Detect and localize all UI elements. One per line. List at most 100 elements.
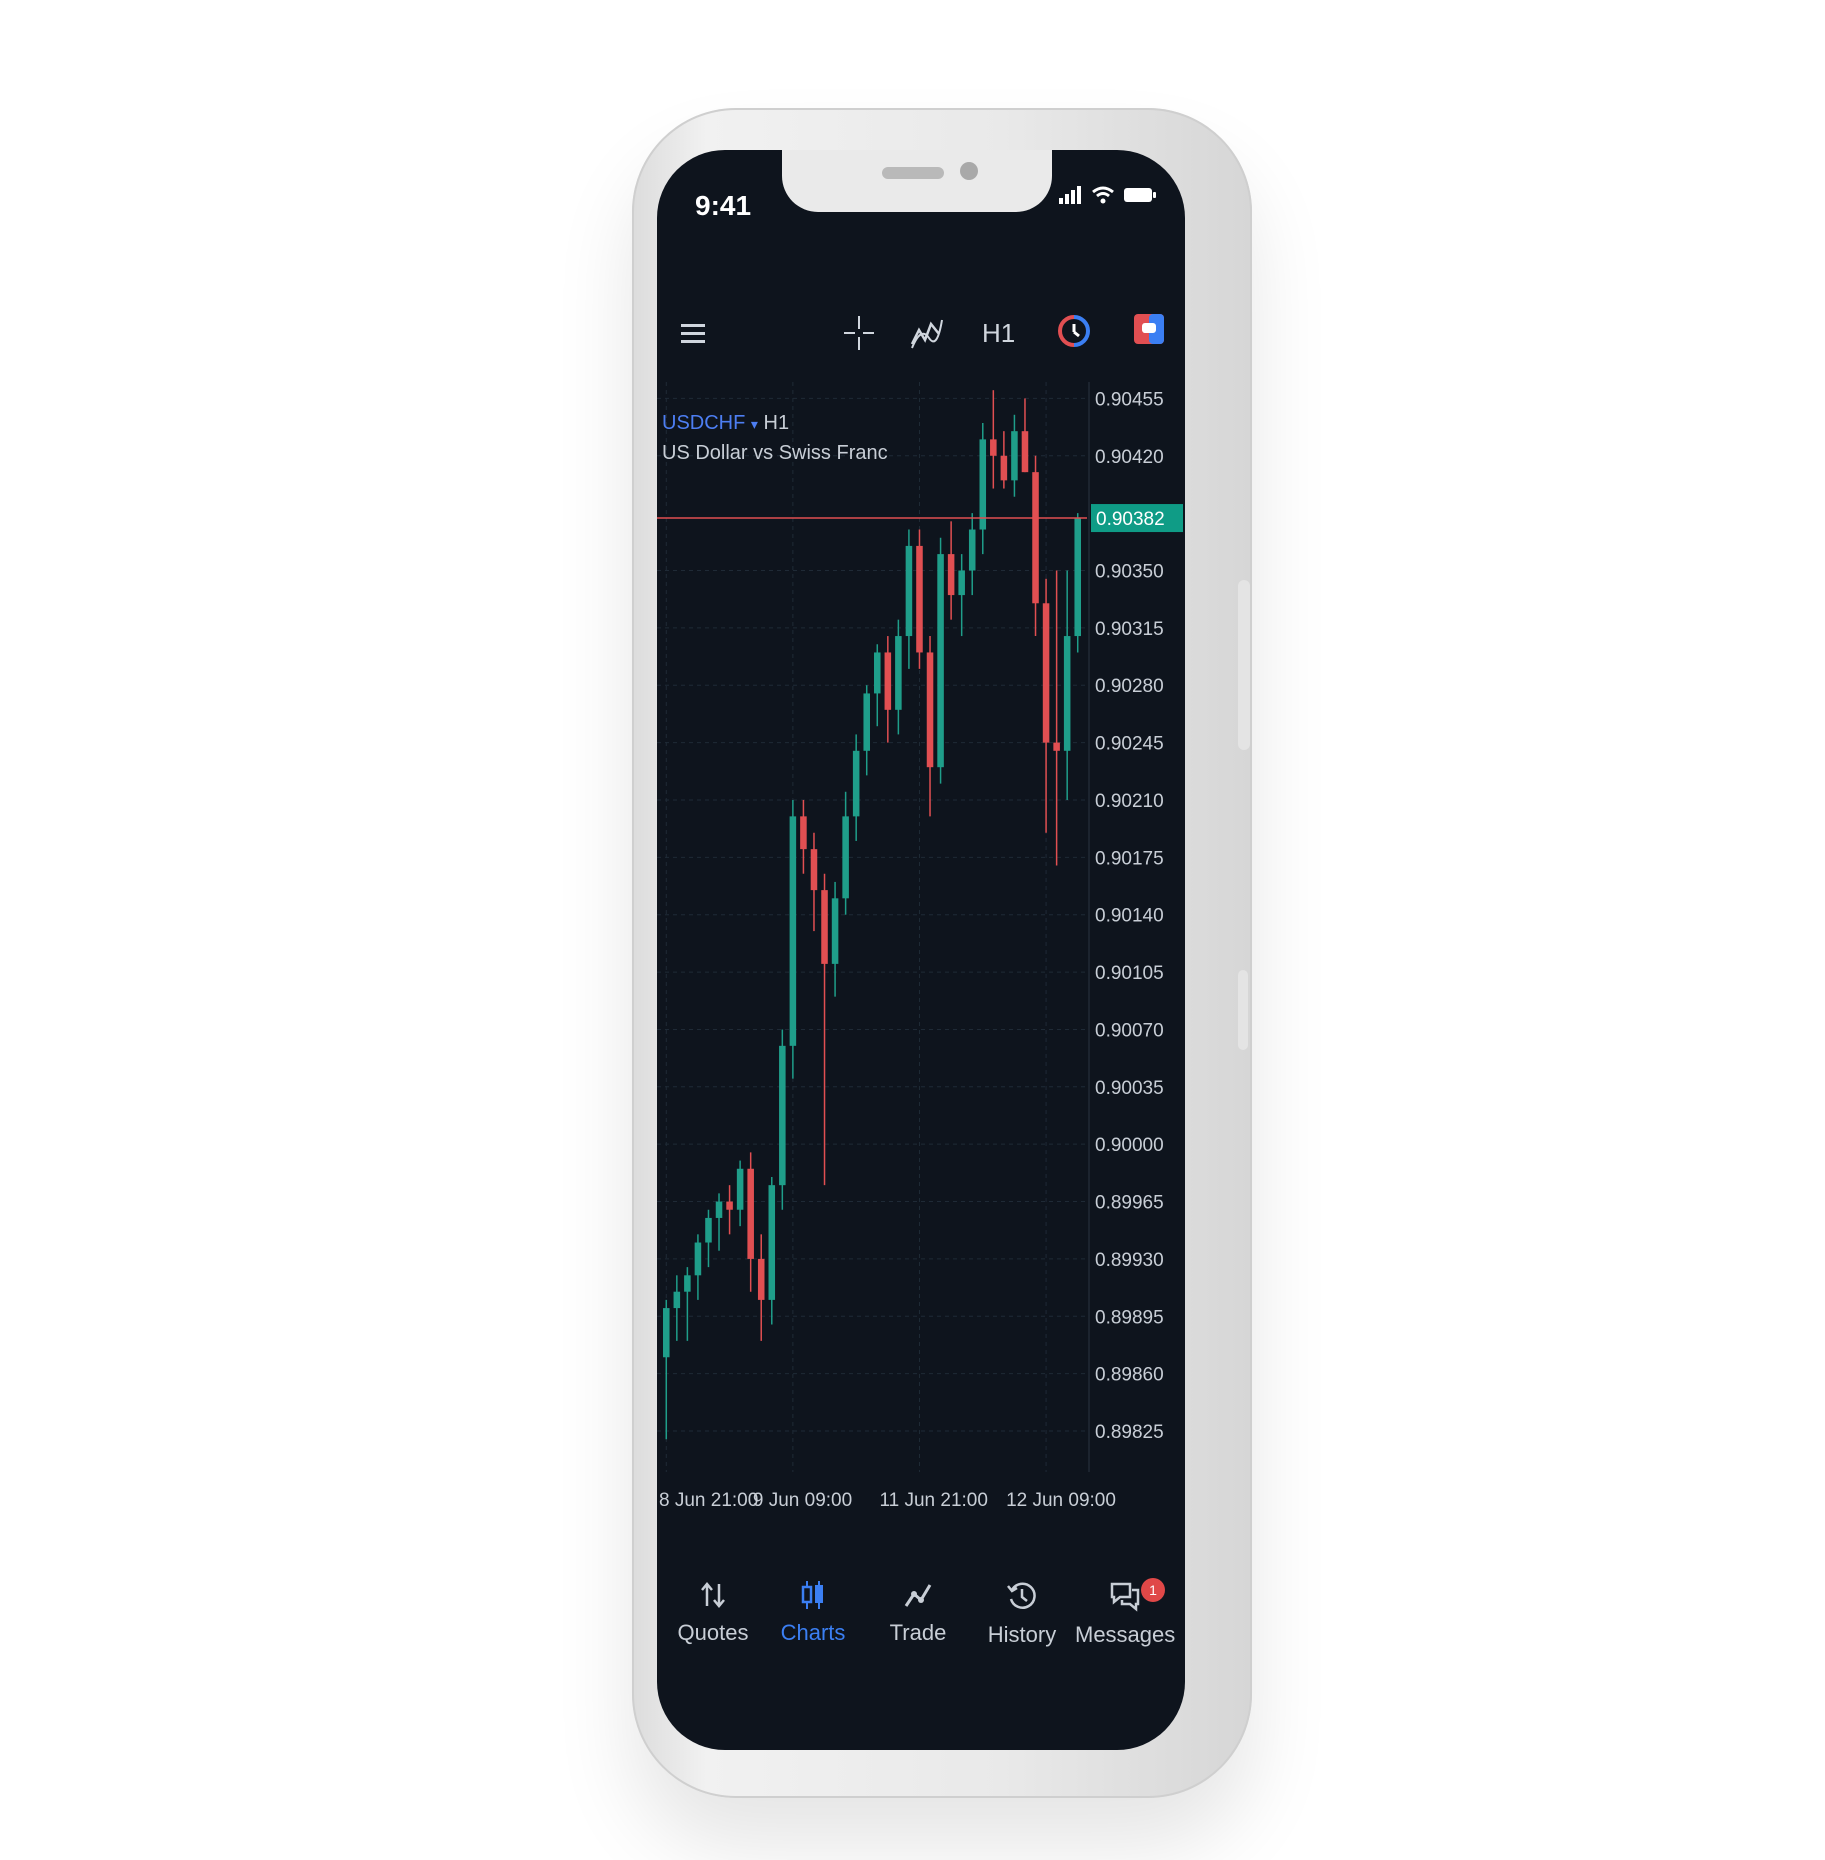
phone-side-button bbox=[1238, 580, 1250, 750]
chart-symbol[interactable]: USDCHF bbox=[662, 412, 746, 434]
candle-bullish[interactable] bbox=[1063, 636, 1071, 751]
candle-bearish[interactable] bbox=[1042, 603, 1050, 743]
candle-bullish[interactable] bbox=[779, 1045, 786, 1186]
candle-bearish[interactable] bbox=[1021, 431, 1029, 473]
y-tick-label: 0.90245 bbox=[1095, 734, 1164, 755]
trade-icon bbox=[904, 1584, 932, 1607]
candle-bullish[interactable] bbox=[789, 816, 797, 1046]
x-tick-label: 12 Jun 09:00 bbox=[1006, 1490, 1116, 1511]
y-tick-label: 0.90350 bbox=[1095, 561, 1164, 582]
phone-screen: 9:41 bbox=[657, 150, 1185, 1750]
y-tick-label: 0.90315 bbox=[1095, 619, 1164, 640]
y-tick-label: 0.90175 bbox=[1095, 848, 1164, 869]
front-camera bbox=[960, 162, 978, 180]
candle-bullish[interactable] bbox=[852, 750, 860, 817]
candle-bullish[interactable] bbox=[905, 545, 913, 637]
battery-icon bbox=[1124, 188, 1156, 202]
speaker bbox=[882, 167, 944, 179]
candle-bearish[interactable] bbox=[916, 545, 923, 653]
candle-bearish[interactable] bbox=[800, 816, 807, 850]
status-time: 9:41 bbox=[695, 190, 752, 221]
candle-bullish[interactable] bbox=[1074, 518, 1081, 637]
candle-bearish[interactable] bbox=[757, 1258, 765, 1300]
candlestick-chart[interactable]: 0.90455 0.90420 0.90350 0.90315 0.90280 0.902… bbox=[657, 382, 1185, 1542]
nav-quotes[interactable]: Quotes bbox=[663, 1580, 763, 1646]
current-price-label: 0.90382 bbox=[1096, 509, 1165, 530]
candle-bearish[interactable] bbox=[990, 439, 997, 456]
candle-bullish[interactable] bbox=[1011, 431, 1018, 481]
y-tick-label: 0.90070 bbox=[1095, 1020, 1164, 1041]
candle-bearish[interactable] bbox=[810, 849, 818, 891]
candle-bullish[interactable] bbox=[968, 529, 976, 571]
symbol-dropdown-icon[interactable]: ▾ bbox=[750, 416, 758, 432]
indicators-icon[interactable] bbox=[909, 316, 945, 350]
candle-bearish[interactable] bbox=[947, 554, 955, 596]
charts-icon bbox=[801, 1581, 823, 1609]
candle-bullish[interactable] bbox=[874, 652, 881, 694]
y-tick-label: 0.90035 bbox=[1095, 1078, 1164, 1099]
candle-bearish[interactable] bbox=[821, 890, 828, 964]
y-tick-label: 0.90000 bbox=[1095, 1135, 1164, 1156]
y-tick-label: 0.90420 bbox=[1095, 447, 1164, 468]
candle-bullish[interactable] bbox=[715, 1201, 723, 1218]
candle-bearish[interactable] bbox=[747, 1168, 754, 1259]
nav-messages-label: Messages bbox=[1075, 1622, 1176, 1647]
nav-charts[interactable]: Charts bbox=[763, 1580, 863, 1646]
messages-icon bbox=[1110, 1582, 1140, 1612]
candle-bearish[interactable] bbox=[1000, 455, 1008, 481]
one-click-trading-icon[interactable] bbox=[1057, 314, 1091, 348]
nav-quotes-label: Quotes bbox=[677, 1620, 749, 1645]
chart-toolbar: H1 bbox=[657, 300, 1185, 370]
timeframe-selector[interactable]: H1 bbox=[982, 318, 1016, 348]
candle-bullish[interactable] bbox=[842, 816, 849, 899]
messages-badge: 1 bbox=[1141, 1578, 1165, 1602]
nav-charts-label: Charts bbox=[780, 1620, 846, 1645]
y-tick-label: 0.89965 bbox=[1095, 1193, 1164, 1214]
nav-history[interactable]: History bbox=[972, 1580, 1072, 1648]
candle-bearish[interactable] bbox=[926, 652, 934, 768]
nav-messages[interactable]: Messages 1 bbox=[1075, 1578, 1176, 1648]
chart-timeframe-label: H1 bbox=[763, 412, 790, 434]
candle-bearish[interactable] bbox=[726, 1201, 733, 1210]
current-price-label-bg bbox=[1091, 504, 1183, 533]
candle-bearish[interactable] bbox=[1053, 742, 1060, 751]
chart-objects-icon[interactable] bbox=[1132, 312, 1166, 346]
chart-symbol-line: USDCHF ▾ H1 bbox=[662, 412, 789, 435]
candle-bullish[interactable] bbox=[663, 1308, 670, 1358]
signal-icon bbox=[1059, 186, 1081, 204]
quotes-icon bbox=[701, 1582, 725, 1608]
nav-trade[interactable]: Trade bbox=[868, 1580, 968, 1646]
y-tick-label: 0.90140 bbox=[1095, 906, 1164, 927]
candle-bearish[interactable] bbox=[884, 652, 892, 710]
history-icon bbox=[1007, 1582, 1036, 1609]
y-tick-label: 0.90105 bbox=[1095, 963, 1164, 984]
candle-bearish[interactable] bbox=[1032, 472, 1039, 604]
x-tick-label: 11 Jun 21:00 bbox=[879, 1490, 987, 1511]
y-tick-label: 0.90455 bbox=[1095, 389, 1164, 410]
candle-bullish[interactable] bbox=[768, 1185, 776, 1300]
x-tick-label: 9 Jun 09:00 bbox=[753, 1490, 852, 1511]
nav-trade-label: Trade bbox=[889, 1620, 947, 1645]
candle-bullish[interactable] bbox=[736, 1168, 744, 1210]
chart-area[interactable]: 0.90455 0.90420 0.90350 0.90315 0.90280 0.902… bbox=[657, 382, 1185, 1542]
candle-bullish[interactable] bbox=[831, 898, 839, 964]
candle-bullish[interactable] bbox=[895, 636, 902, 710]
candle-bullish[interactable] bbox=[673, 1291, 681, 1309]
y-tick-label: 0.89825 bbox=[1095, 1422, 1164, 1443]
candle-bullish[interactable] bbox=[958, 570, 965, 596]
y-tick-label: 0.90210 bbox=[1095, 791, 1164, 812]
candle-bullish[interactable] bbox=[684, 1275, 691, 1292]
y-tick-label: 0.90280 bbox=[1095, 676, 1164, 697]
candle-bullish[interactable] bbox=[979, 439, 987, 530]
chart-description: US Dollar vs Swiss Franc bbox=[662, 442, 888, 464]
wifi-icon bbox=[1092, 186, 1114, 204]
candle-bullish[interactable] bbox=[937, 554, 944, 768]
candle-bullish[interactable] bbox=[863, 693, 870, 751]
y-tick-label: 0.89895 bbox=[1095, 1307, 1164, 1328]
crosshair-icon[interactable] bbox=[842, 314, 876, 352]
menu-icon[interactable] bbox=[679, 320, 707, 346]
candle-bullish[interactable] bbox=[705, 1217, 712, 1243]
phone-side-button-lower bbox=[1238, 970, 1248, 1050]
candle-bullish[interactable] bbox=[694, 1242, 702, 1276]
y-tick-label: 0.89860 bbox=[1095, 1365, 1164, 1386]
